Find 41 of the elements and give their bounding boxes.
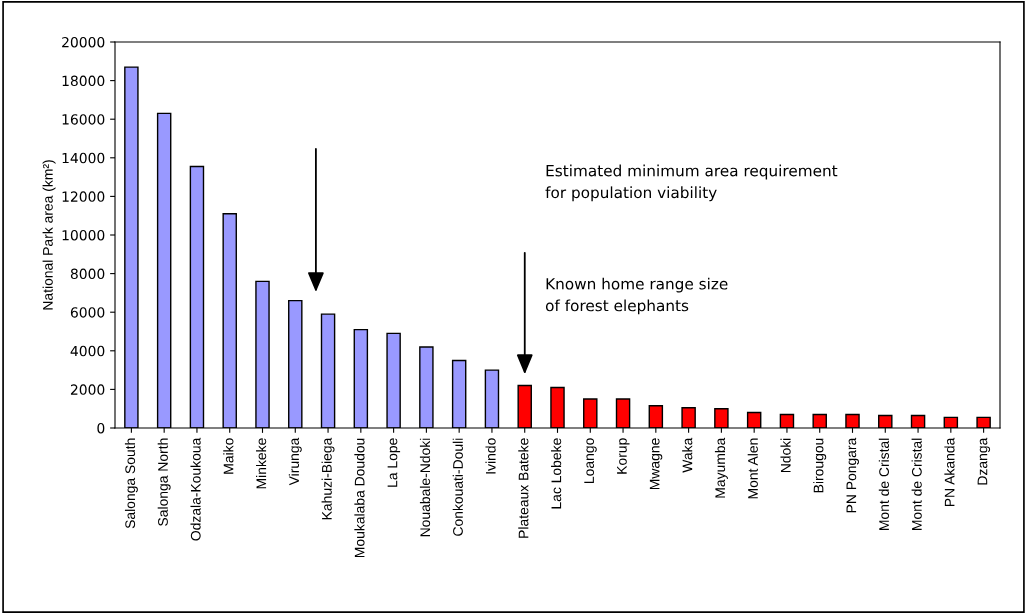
x-tick-label: Korup <box>617 438 630 474</box>
x-tick-label: Moukalaba Doudou <box>354 438 365 558</box>
x-tick-label: Ivindo <box>485 438 496 474</box>
y-tick-label: 0 <box>97 422 105 434</box>
x-tick-label: Ndoki <box>780 438 791 473</box>
y-tick-label: 16000 <box>62 114 105 125</box>
x-tick-label: Birougou <box>813 438 827 493</box>
y-tick-label: 14000 <box>62 152 105 164</box>
x-tick-label: Plateaux Bateke <box>518 438 529 538</box>
x-tick-label: Maiko <box>223 438 234 474</box>
y-tick-label: 12000 <box>62 191 105 202</box>
y-tick-label: 2000 <box>70 384 105 395</box>
annotation: Known home range size of forest elephants <box>545 277 728 315</box>
y-tick-label: 10000 <box>62 229 105 241</box>
x-tick-label: Mayumba <box>714 437 728 498</box>
x-tick-label: Nouabale-Ndoki <box>419 438 431 537</box>
x-tick-label: PN Pongara <box>846 437 859 513</box>
y-tick-label: 20000 <box>62 36 105 48</box>
y-axis-title: National Park area (km²) <box>42 160 56 310</box>
x-tick-label: Minkeke <box>256 438 267 489</box>
x-tick-label: Salonga South <box>124 438 138 529</box>
x-tick-label: Odzala-Koukoua <box>190 437 201 541</box>
y-tick-label: 8000 <box>70 268 105 280</box>
x-tick-label: Salonga North <box>157 438 171 526</box>
x-tick-label: Mwagne <box>649 438 663 490</box>
x-tick-label: Mont de Cristal <box>911 438 922 530</box>
x-tick-label: Mont de Cristal <box>878 438 890 530</box>
x-tick-label: Loango <box>584 438 597 483</box>
x-tick-label: PN Akanda <box>944 437 955 507</box>
x-tick-label: La Lope <box>387 438 401 487</box>
x-tick-label: Lac Lobeke <box>551 438 562 509</box>
x-tick-label: Mont Alen <box>747 438 758 499</box>
x-tick-label: Virunga <box>288 437 302 486</box>
x-tick-label: Conkouati-Douli <box>452 438 463 536</box>
y-tick-label: 18000 <box>62 75 105 87</box>
y-tick-label: 4000 <box>70 345 105 357</box>
x-tick-label: Waka <box>682 437 693 473</box>
y-tick-label: 6000 <box>70 307 105 318</box>
annotation: Estimated minimum area requirement for population viability <box>545 164 838 202</box>
x-tick-label: Kahuzi-Biega <box>321 437 335 520</box>
x-tick-label: Dzanga <box>977 437 991 485</box>
